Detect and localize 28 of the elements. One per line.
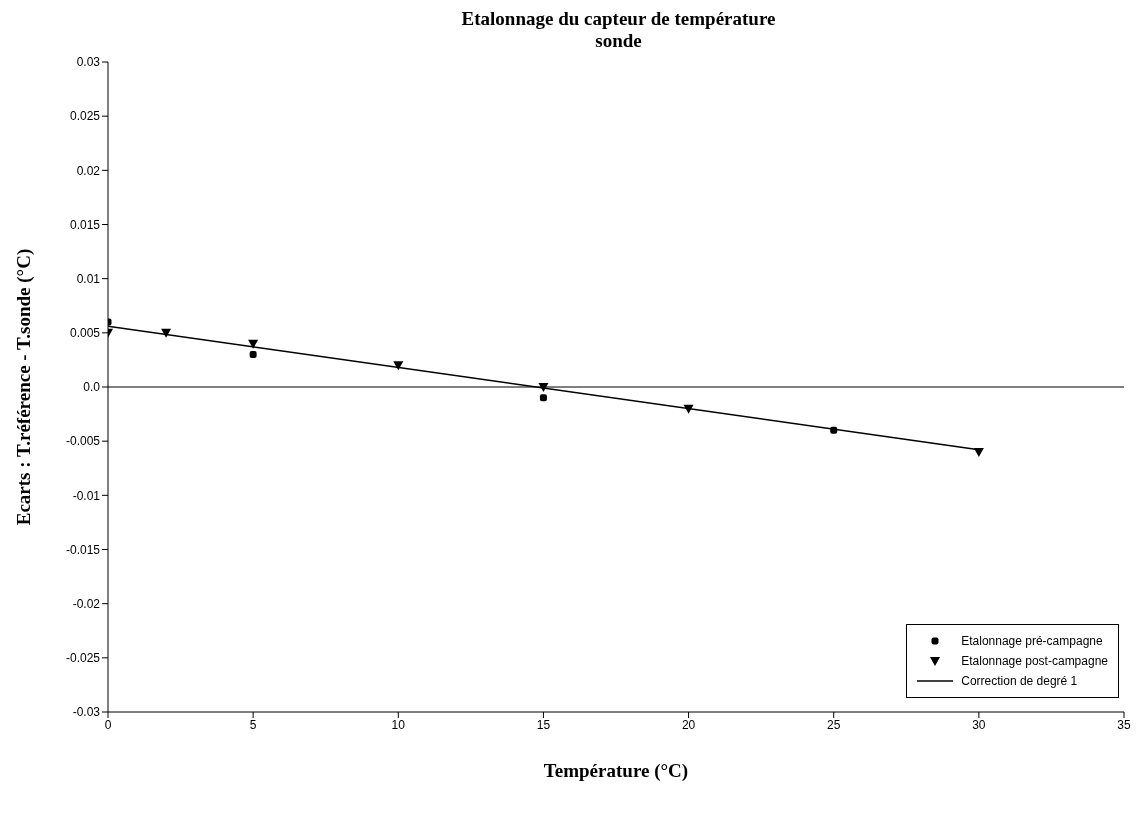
y-tick-label: 0.015 (69, 217, 101, 232)
x-tick-label: 0 (104, 717, 112, 732)
x-axis-title: Température (°C) (543, 760, 689, 782)
y-tick-label: 0.025 (69, 109, 101, 124)
x-tick-label: 25 (827, 717, 841, 732)
y-tick-label: -0.03 (72, 705, 101, 720)
y-tick-label: -0.025 (65, 651, 101, 666)
y-tick-label: -0.015 (65, 542, 101, 557)
legend-label: Etalonnage pré-campagne (961, 634, 1103, 648)
chart-subtitle: sonde (594, 30, 643, 52)
x-tick-label: 20 (681, 717, 696, 732)
legend-label: Correction de degré 1 (961, 674, 1078, 688)
legend-label: Etalonnage post-campagne (961, 654, 1108, 668)
y-tick-label: 0.0 (83, 380, 101, 395)
x-tick-label: 5 (249, 717, 257, 732)
y-axis-title: Ecarts : T.référence - T.sonde (°C) (12, 248, 35, 526)
y-tick-label: 0.005 (69, 326, 101, 341)
x-tick-label: 10 (391, 717, 406, 732)
x-tick-label: 15 (536, 717, 551, 732)
y-tick-label: -0.005 (65, 434, 101, 449)
y-tick-label: 0.02 (76, 163, 101, 178)
x-tick-label: 30 (972, 717, 986, 732)
chart-title: Etalonnage du capteur de température (460, 8, 777, 30)
y-tick-label: 0.03 (76, 55, 101, 70)
y-tick-label: -0.01 (72, 488, 101, 503)
y-tick-label: -0.02 (72, 596, 101, 611)
x-tick-label: 35 (1117, 717, 1131, 732)
y-tick-label: 0.01 (76, 271, 101, 286)
